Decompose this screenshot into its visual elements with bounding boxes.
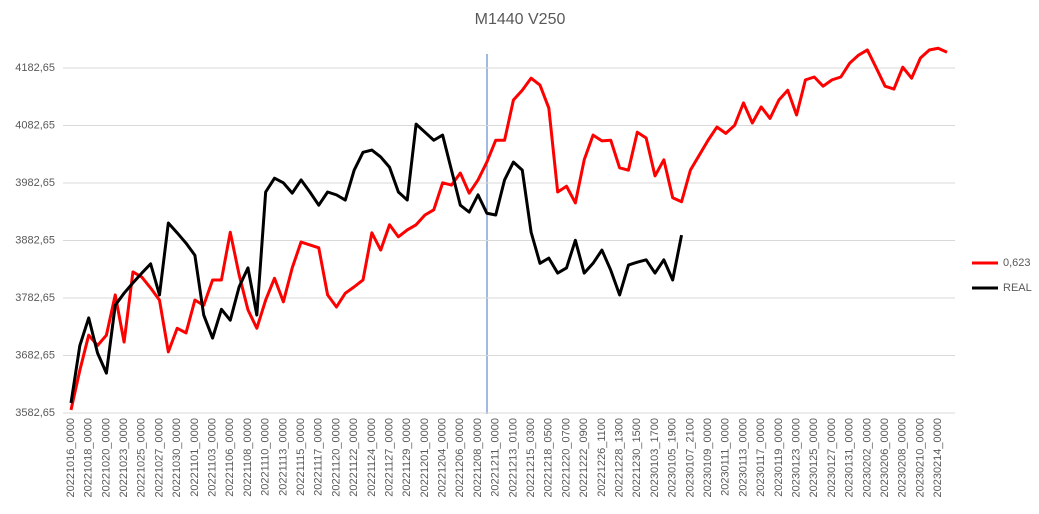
y-tick-label: 3882,65	[15, 234, 55, 246]
legend-label: 0,623	[1003, 257, 1031, 269]
x-tick-label: 20221025_0000	[136, 418, 148, 498]
x-tick-label: 20221103_0000	[206, 418, 218, 497]
x-tick-label: 20221030_0000	[171, 418, 183, 498]
x-tick-label: 20221027_0000	[153, 418, 165, 498]
x-tick-label: 20230111_0000	[720, 418, 732, 496]
y-tick-label: 3782,65	[15, 292, 55, 304]
y-tick-label: 3682,65	[15, 349, 55, 361]
y-tick-label: 4182,65	[15, 62, 55, 74]
x-tick-label: 20230208_0000	[897, 418, 909, 498]
x-tick-label: 20230119_0000	[773, 418, 785, 497]
x-tick-label: 20221204_0000	[437, 418, 449, 498]
x-tick-label: 20221101_0000	[189, 418, 201, 497]
x-tick-label: 20221113_0000	[277, 418, 289, 496]
x-tick-label: 20221117_0000	[313, 418, 325, 496]
x-tick-label: 20221018_0000	[83, 418, 95, 498]
x-tick-label: 20230214_0000	[932, 418, 944, 498]
x-tick-label: 20221230_1500	[631, 418, 643, 498]
x-tick-label: 20221211_0000	[490, 418, 502, 497]
x-tick-label: 20221023_0000	[118, 418, 130, 498]
x-tick-label: 20221129_0000	[401, 418, 413, 497]
x-tick-label: 20230206_0000	[879, 418, 891, 498]
x-tick-label: 20221020_0000	[100, 418, 112, 498]
x-tick-label: 20221226_1100	[596, 418, 608, 497]
x-tick-label: 20221215_0300	[525, 418, 537, 498]
x-tick-label: 20221108_0000	[242, 418, 254, 497]
x-tick-label: 20230202_0000	[861, 418, 873, 498]
x-tick-label: 20221122_0000	[348, 418, 360, 497]
x-tick-label: 20221016_0000	[65, 418, 77, 498]
y-tick-label: 4082,65	[15, 119, 55, 131]
x-tick-label: 20221106_0000	[224, 418, 236, 497]
x-tick-label: 20221206_0000	[454, 418, 466, 498]
x-tick-label: 20221120_0000	[330, 418, 342, 497]
x-tick-label: 20221222_0900	[578, 418, 590, 498]
x-tick-label: 20230105_1900	[667, 418, 679, 498]
y-tick-label: 3982,65	[15, 177, 55, 189]
x-tick-label: 20221213_0100	[507, 418, 519, 498]
x-tick-label: 20230107_2100	[684, 418, 696, 498]
x-tick-label: 20230109_0000	[702, 418, 714, 498]
x-tick-label: 20230123_0000	[790, 418, 802, 498]
x-tick-label: 20230103_1700	[649, 418, 661, 498]
x-tick-label: 20221218_0500	[543, 418, 555, 498]
x-tick-label: 20221127_0000	[383, 418, 395, 497]
x-tick-label: 20221115_0000	[295, 418, 307, 496]
x-tick-label: 20230125_0000	[808, 418, 820, 498]
x-tick-label: 20221201_0000	[419, 418, 431, 498]
x-tick-label: 20221110_0000	[260, 418, 272, 496]
x-tick-label: 20230131_0000	[844, 418, 856, 498]
x-tick-label: 20221208_0000	[472, 418, 484, 498]
x-tick-label: 20230117_0000	[755, 418, 767, 497]
x-tick-label: 20221124_0000	[366, 418, 378, 497]
x-tick-label: 20230113_0000	[737, 418, 749, 497]
x-tick-label: 20221220_0700	[560, 418, 572, 498]
legend-label: REAL	[1003, 282, 1032, 294]
line-series	[69, 122, 684, 404]
x-tick-label: 20230210_0000	[914, 418, 926, 498]
x-tick-label: 20221228_1300	[614, 418, 626, 498]
chart-title: M1440 V250	[475, 11, 566, 28]
x-tick-label: 20230127_0000	[826, 418, 838, 498]
y-tick-label: 3582,65	[15, 407, 55, 419]
line-series	[69, 46, 948, 411]
